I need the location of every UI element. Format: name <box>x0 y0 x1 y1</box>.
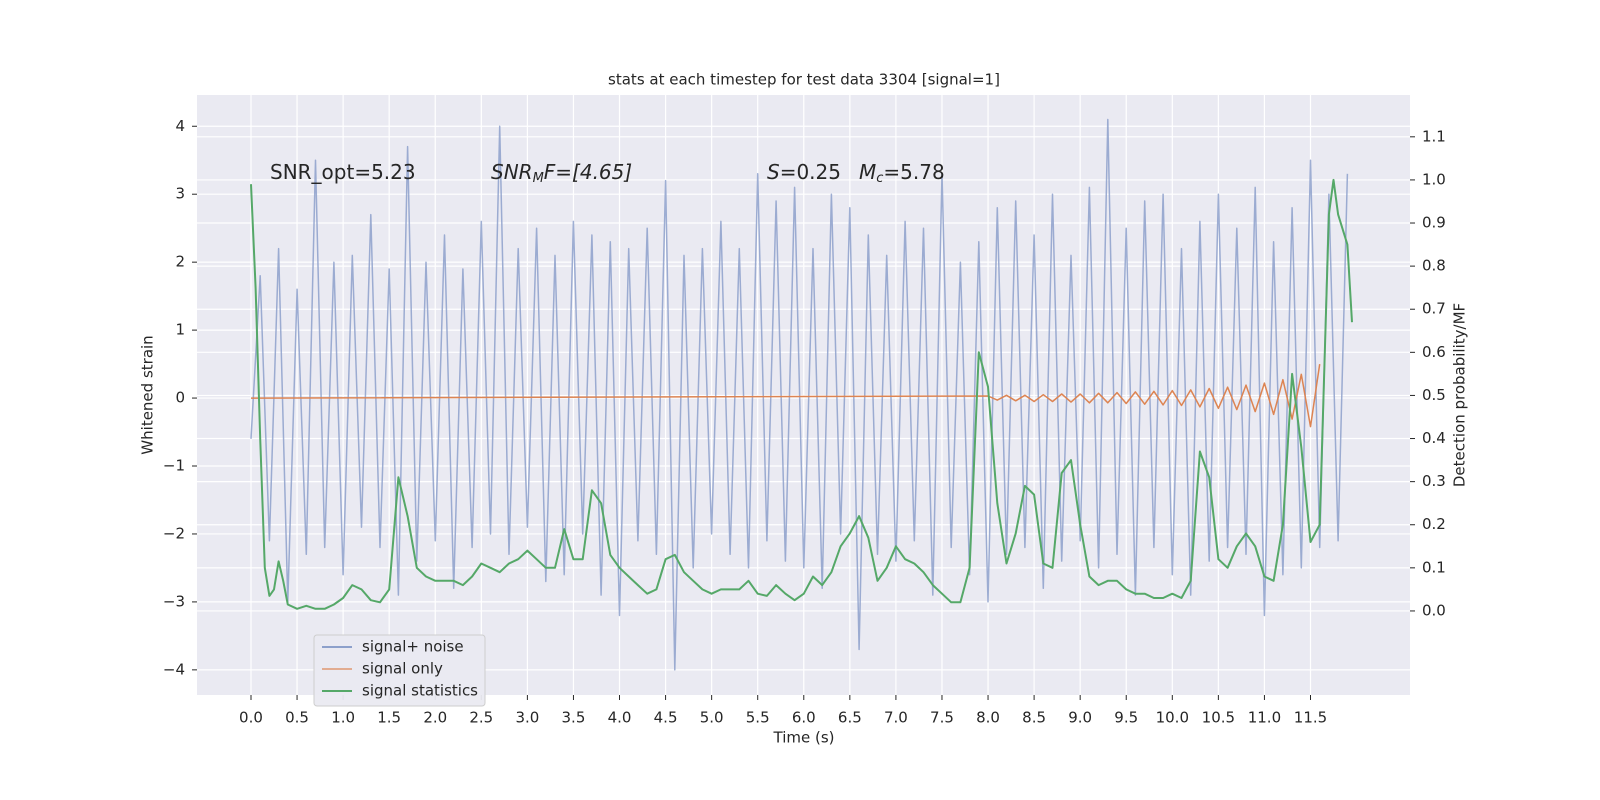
y2-tick-label: 0.9 <box>1422 214 1446 232</box>
y-tick-label: −1 <box>163 457 185 475</box>
y-tick-label: 3 <box>175 185 185 203</box>
legend-label: signal only <box>362 660 443 678</box>
y-tick-label: 0 <box>175 389 185 407</box>
series-line <box>250 363 1321 428</box>
y2-tick-label: 0.5 <box>1422 386 1446 404</box>
y2-axis-label: Detection probability/MF <box>1451 303 1469 487</box>
y2-tick-label: 0.2 <box>1422 515 1446 533</box>
marks <box>250 118 1353 671</box>
x-tick-label: 10.5 <box>1202 709 1235 727</box>
annotation-part: M <box>859 160 876 184</box>
series-line <box>250 118 1349 671</box>
y-tick-label: −4 <box>163 660 185 678</box>
x-tick-label: 9.0 <box>1068 709 1092 727</box>
y2-tick-label: 0.0 <box>1422 601 1446 619</box>
x-tick-label: 11.5 <box>1294 709 1327 727</box>
x-tick-label: 1.0 <box>331 709 355 727</box>
y2-tick-label: 1.0 <box>1422 170 1446 188</box>
x-tick-label: 9.5 <box>1114 709 1138 727</box>
y2-tick-label: 0.8 <box>1422 257 1446 275</box>
y-tick-label: −2 <box>163 524 185 542</box>
x-tick-label: 6.0 <box>792 709 816 727</box>
y2-tick-label: 0.4 <box>1422 429 1446 447</box>
x-tick-label: 2.0 <box>423 709 447 727</box>
annotation-part: c <box>876 171 883 186</box>
legend-label: signal+ noise <box>362 638 464 656</box>
x-tick-label: 6.5 <box>838 709 862 727</box>
legend-label: signal statistics <box>362 682 478 700</box>
x-tick-label: 5.0 <box>700 709 724 727</box>
annotation-part: F=[4.65] <box>544 160 632 184</box>
y2-tick-label: 0.1 <box>1422 558 1446 576</box>
legend-box <box>313 634 486 707</box>
y2-tick-label: 1.1 <box>1422 127 1446 145</box>
y-tick-label: 2 <box>175 253 185 271</box>
annotation-part: =0.25 <box>780 160 841 184</box>
x-tick-label: 8.0 <box>976 709 1000 727</box>
y-tick-label: 4 <box>175 117 185 135</box>
y2-tick-label: 0.3 <box>1422 472 1446 490</box>
series-line <box>250 178 1353 610</box>
x-tick-label: 11.0 <box>1248 709 1281 727</box>
y-axis-label: Whitened strain <box>139 335 157 454</box>
x-tick-label: 3.5 <box>562 709 586 727</box>
x-tick-label: 7.0 <box>884 709 908 727</box>
annotation: Mc=5.78 <box>859 160 945 186</box>
x-tick-label: 10.0 <box>1156 709 1189 727</box>
chart-title: stats at each timestep for test data 330… <box>608 71 1000 89</box>
y2-tick-label: 0.7 <box>1422 300 1446 318</box>
annotation: SNR_opt=5.23 <box>270 160 416 184</box>
x-tick-label: 0.5 <box>285 709 309 727</box>
x-axis-label: Time (s) <box>773 729 835 747</box>
annotation-part: =5.78 <box>883 160 944 184</box>
x-tick-label: 0.0 <box>239 709 263 727</box>
x-tick-label: 3.0 <box>515 709 539 727</box>
x-tick-label: 7.5 <box>930 709 954 727</box>
y-tick-label: 1 <box>175 321 185 339</box>
annotation: S=0.25 <box>767 160 841 184</box>
grid <box>192 95 1415 700</box>
annotation-part: SNR <box>491 160 533 184</box>
x-tick-label: 5.5 <box>746 709 770 727</box>
x-tick-label: 2.5 <box>469 709 493 727</box>
x-tick-label: 1.5 <box>377 709 401 727</box>
annotation-part: M <box>533 171 544 186</box>
labels: 0.0 0.5 1.0 1.5 2.0 2.5 3.0 3.5 4.0 4.5 5.0 5.5 6.0 6… <box>163 117 1446 727</box>
y-tick-label: −3 <box>163 592 185 610</box>
x-tick-label: 4.0 <box>608 709 632 727</box>
annotation-part: S <box>767 160 780 184</box>
x-tick-label: 4.5 <box>654 709 678 727</box>
y2-tick-label: 0.6 <box>1422 343 1446 361</box>
annotation-part: SNR_opt=5.23 <box>270 160 416 184</box>
x-tick-label: 8.5 <box>1022 709 1046 727</box>
annotation: SNRMF=[4.65] <box>491 160 632 186</box>
